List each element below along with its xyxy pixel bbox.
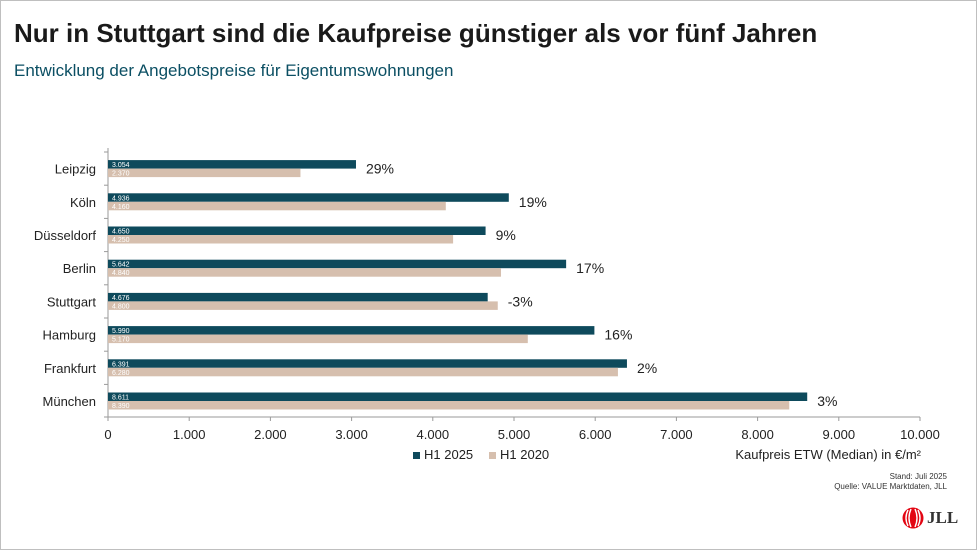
bar-value-label: 5.990 [112,328,130,335]
bar-value-label: 4.160 [112,204,130,211]
bar-h1-2020 [108,334,528,344]
change-label: 9% [496,227,516,243]
category-label: München [43,394,96,409]
bar-value-label: 8.611 [112,395,129,402]
bar-value-label: 5.642 [112,262,130,269]
bar-h1-2020 [108,168,301,178]
bar-h1-2020 [108,301,498,310]
bar-value-label: 4.650 [112,229,130,236]
jll-logo: JLL [902,505,958,531]
chart-title: Nur in Stuttgart sind die Kaufpreise gün… [14,18,818,48]
legend-swatch [489,452,496,459]
stand-label: Stand: Juli 2025 [889,472,947,481]
bar-h1-2020 [108,235,454,244]
x-tick-label: 1.000 [173,427,206,442]
category-label: Frankfurt [44,361,96,376]
x-tick-label: 6.000 [579,427,612,442]
category-label: Köln [70,195,96,210]
category-label: Stuttgart [47,294,97,309]
category-label: Düsseldorf [34,228,97,243]
bar-value-label: 6.391 [112,361,130,368]
bar-value-label: 4.800 [112,303,130,310]
category-label: Leipzig [55,162,96,177]
x-tick-label: 9.000 [823,427,856,442]
x-tick-label: 10.000 [900,427,940,442]
jll-logo-text: JLL [927,508,959,527]
x-axis-title: Kaufpreis ETW (Median) in €/m² [735,447,921,462]
bar-h1-2025 [108,193,509,202]
bar-value-label: 6.280 [112,370,130,377]
change-label: 17% [576,260,604,276]
bar-h1-2025 [108,326,595,335]
bar-value-label: 4.676 [112,295,130,302]
source-note: Stand: Juli 2025 Quelle: VALUE Marktdate… [834,472,947,492]
bar-value-label: 5.170 [112,337,130,344]
quelle-label: Quelle: VALUE Marktdaten, JLL [834,482,947,491]
change-label: 19% [519,194,547,210]
bar-h1-2025 [108,259,567,269]
x-tick-label: 0 [104,427,111,442]
change-label: 16% [604,327,632,343]
x-tick-label: 3.000 [335,427,368,442]
bar-h1-2025 [108,292,488,302]
change-label: -3% [508,293,533,309]
x-tick-label: 2.000 [254,427,287,442]
bar-h1-2020 [108,201,446,211]
bar-h1-2020 [108,367,618,377]
bar-value-label: 4.840 [112,270,130,277]
change-label: 3% [817,393,837,409]
bar-value-label: 3.054 [112,162,130,169]
chart-subtitle: Entwicklung der Angebotspreise für Eigen… [14,61,454,80]
bar-value-label: 4.250 [112,237,130,244]
bar-value-label: 4.936 [112,195,130,202]
bar-h1-2020 [108,268,502,277]
bar-h1-2025 [108,392,808,401]
legend-swatch [413,452,420,459]
bar-h1-2025 [108,359,627,368]
x-tick-label: 4.000 [417,427,450,442]
bar-value-label: 8.390 [112,403,130,410]
change-label: 29% [366,161,394,177]
category-label: Hamburg [43,328,96,343]
jll-mark-icon [902,507,924,529]
bar-value-label: 2.370 [112,171,130,178]
bar-h1-2020 [108,401,790,410]
x-tick-label: 7.000 [660,427,693,442]
category-label: Berlin [63,261,96,276]
bar-h1-2025 [108,226,486,235]
change-label: 2% [637,360,657,376]
legend-label: H1 2020 [500,447,549,462]
bar-h1-2025 [108,160,356,169]
x-tick-label: 5.000 [498,427,531,442]
legend-label: H1 2025 [424,447,473,462]
x-tick-label: 8.000 [741,427,774,442]
